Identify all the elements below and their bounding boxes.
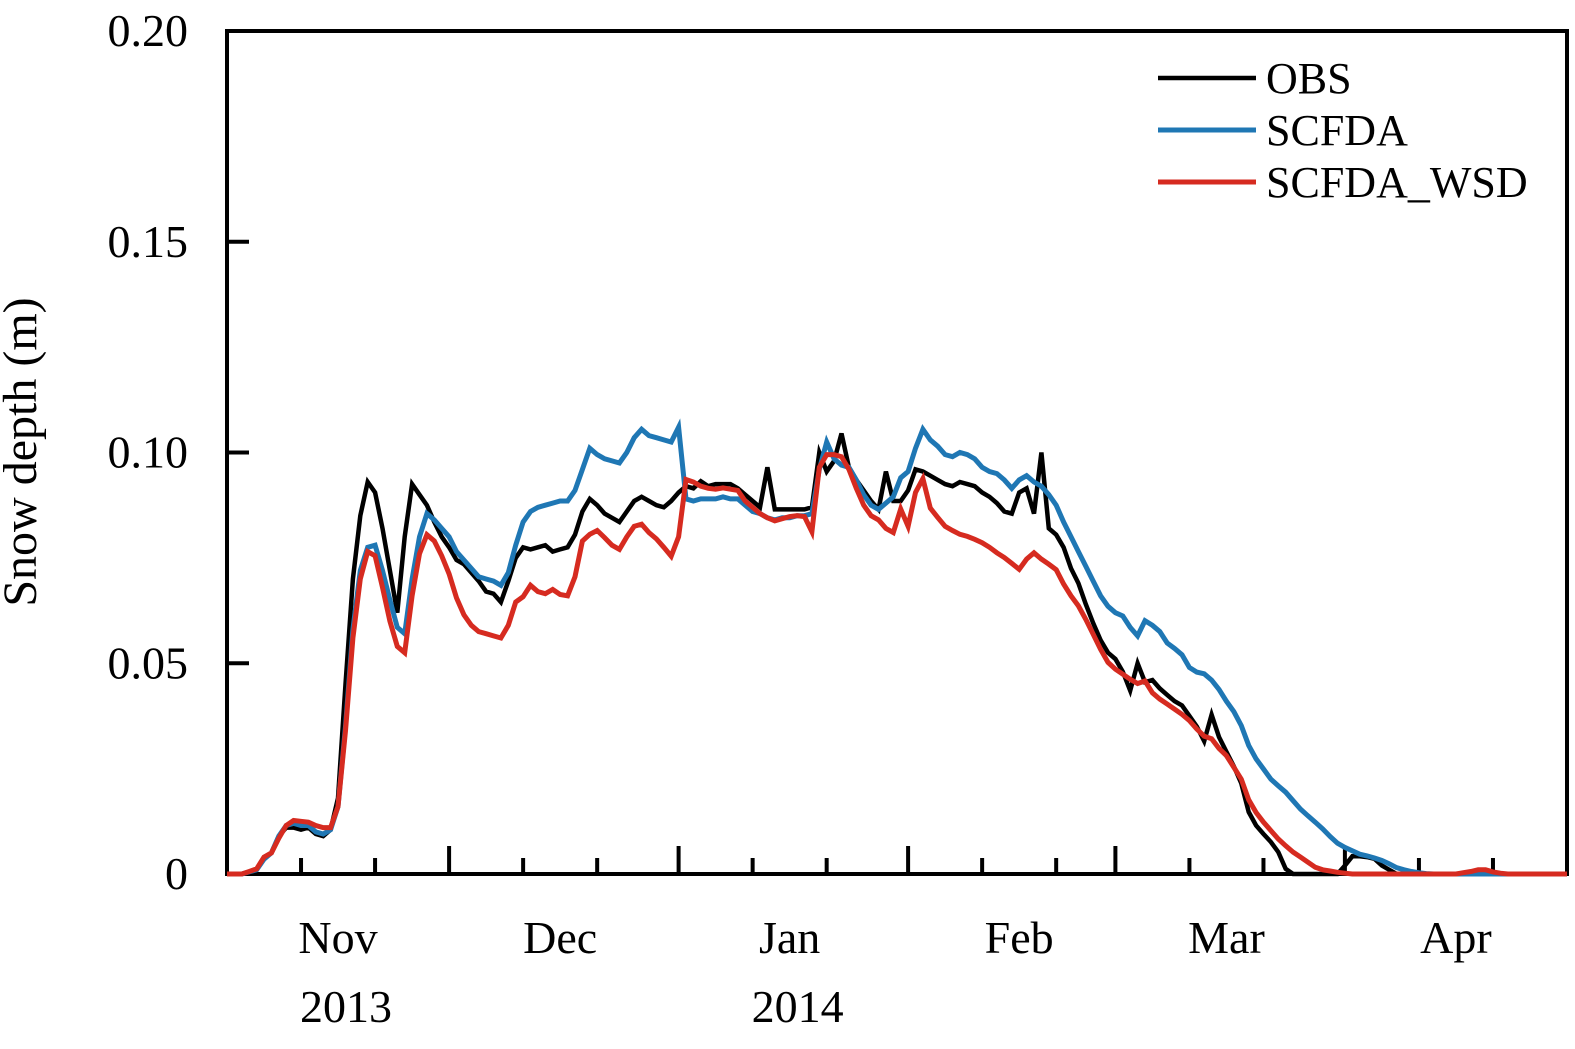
- y-axis-title: Snow depth (m): [0, 297, 47, 606]
- y-axis-tick-label: 0: [165, 848, 188, 899]
- y-axis-tick-label: 0.15: [108, 216, 189, 267]
- y-axis-tick-label: 0.20: [108, 5, 189, 56]
- legend-label-scfda_wsd: SCFDA_WSD: [1266, 158, 1528, 207]
- x-axis-year-label-2013: 2013: [300, 981, 392, 1032]
- x-axis-month-label-jan: Jan: [759, 912, 820, 963]
- legend-label-scfda: SCFDA: [1266, 106, 1408, 155]
- plot-border: [225, 29, 1569, 876]
- x-axis-month-label-dec: Dec: [523, 912, 597, 963]
- series-line-scfda_wsd: [227, 452, 1567, 877]
- series-line-obs: [227, 432, 1567, 877]
- y-axis-tick-label: 0.05: [108, 637, 189, 688]
- x-axis-month-label-feb: Feb: [985, 912, 1054, 963]
- x-axis-month-label-apr: Apr: [1420, 912, 1492, 963]
- y-axis-tick-label: 0.10: [108, 427, 189, 478]
- x-axis-year-label-2014: 2014: [752, 981, 844, 1032]
- legend-label-obs: OBS: [1266, 54, 1352, 103]
- series-line-scfda: [227, 418, 1567, 877]
- x-axis-month-label-nov: Nov: [298, 912, 377, 963]
- x-axis-month-label-mar: Mar: [1188, 912, 1265, 963]
